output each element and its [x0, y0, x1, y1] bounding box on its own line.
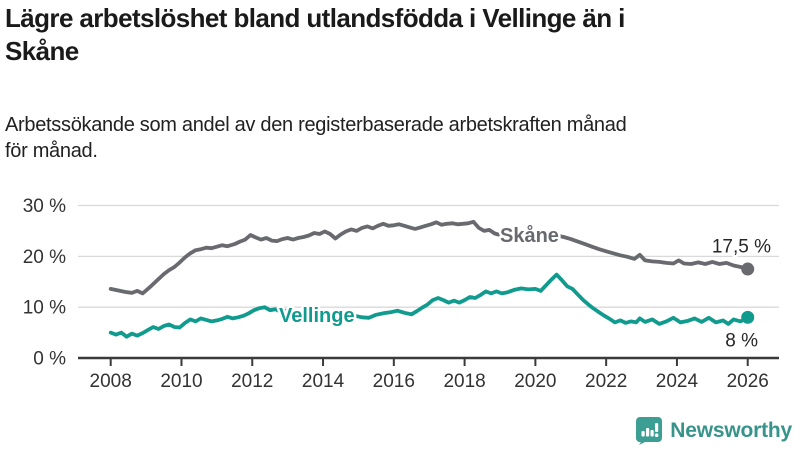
brand-footer: Newsworthy: [635, 416, 792, 445]
series-line-vellinge: [108, 272, 750, 339]
y-axis-label-0: 0 %: [33, 349, 66, 370]
subtitle-line-2: för månad.: [5, 140, 98, 163]
x-axis-label-2016: 2016: [373, 371, 415, 392]
y-axis-label-30: 30 %: [23, 196, 66, 217]
x-axis-label-2026: 2026: [727, 371, 769, 392]
subtitle-line-1: Arbetssökande som andel av den registerb…: [5, 114, 627, 136]
y-axis-label-10: 10 %: [23, 298, 66, 319]
y-axis-label-20: 20 %: [23, 247, 66, 268]
x-axis-label-2012: 2012: [231, 371, 273, 392]
newsworthy-logo-icon: [636, 417, 663, 445]
x-axis-label-2020: 2020: [514, 371, 556, 392]
x-axis-label-2018: 2018: [443, 371, 485, 392]
end-value-label-vellinge: 8 %: [725, 330, 758, 351]
chart-subtitle: Arbetssökande som andel av den registerb…: [5, 112, 795, 165]
end-value-label-skåne: 17,5 %: [712, 236, 771, 257]
brand-name: Newsworthy: [670, 418, 792, 442]
x-axis-label-2010: 2010: [160, 371, 202, 392]
page-title: Lägre arbetslöshet bland utlandsfödda i …: [5, 2, 795, 69]
series-line-skåne: [108, 219, 750, 296]
x-axis-label-2024: 2024: [656, 371, 699, 392]
end-dot-skåne: [741, 262, 755, 276]
x-axis-label-2008: 2008: [90, 371, 132, 392]
x-axis-label-2022: 2022: [585, 371, 627, 392]
series-label-skåne: Skåne: [500, 224, 559, 247]
series-label-vellinge: Vellinge: [279, 305, 355, 327]
x-axis-label-2014: 2014: [302, 371, 345, 392]
end-dot-vellinge: [741, 310, 755, 324]
title-line-1: Lägre arbetslöshet bland utlandsfödda i …: [5, 3, 625, 33]
line-chart: 0 % 10 % 20 % 30 % 2008 2010 2012 2014 2016 2018 2…: [23, 196, 779, 392]
title-line-2: Skåne: [5, 36, 79, 67]
